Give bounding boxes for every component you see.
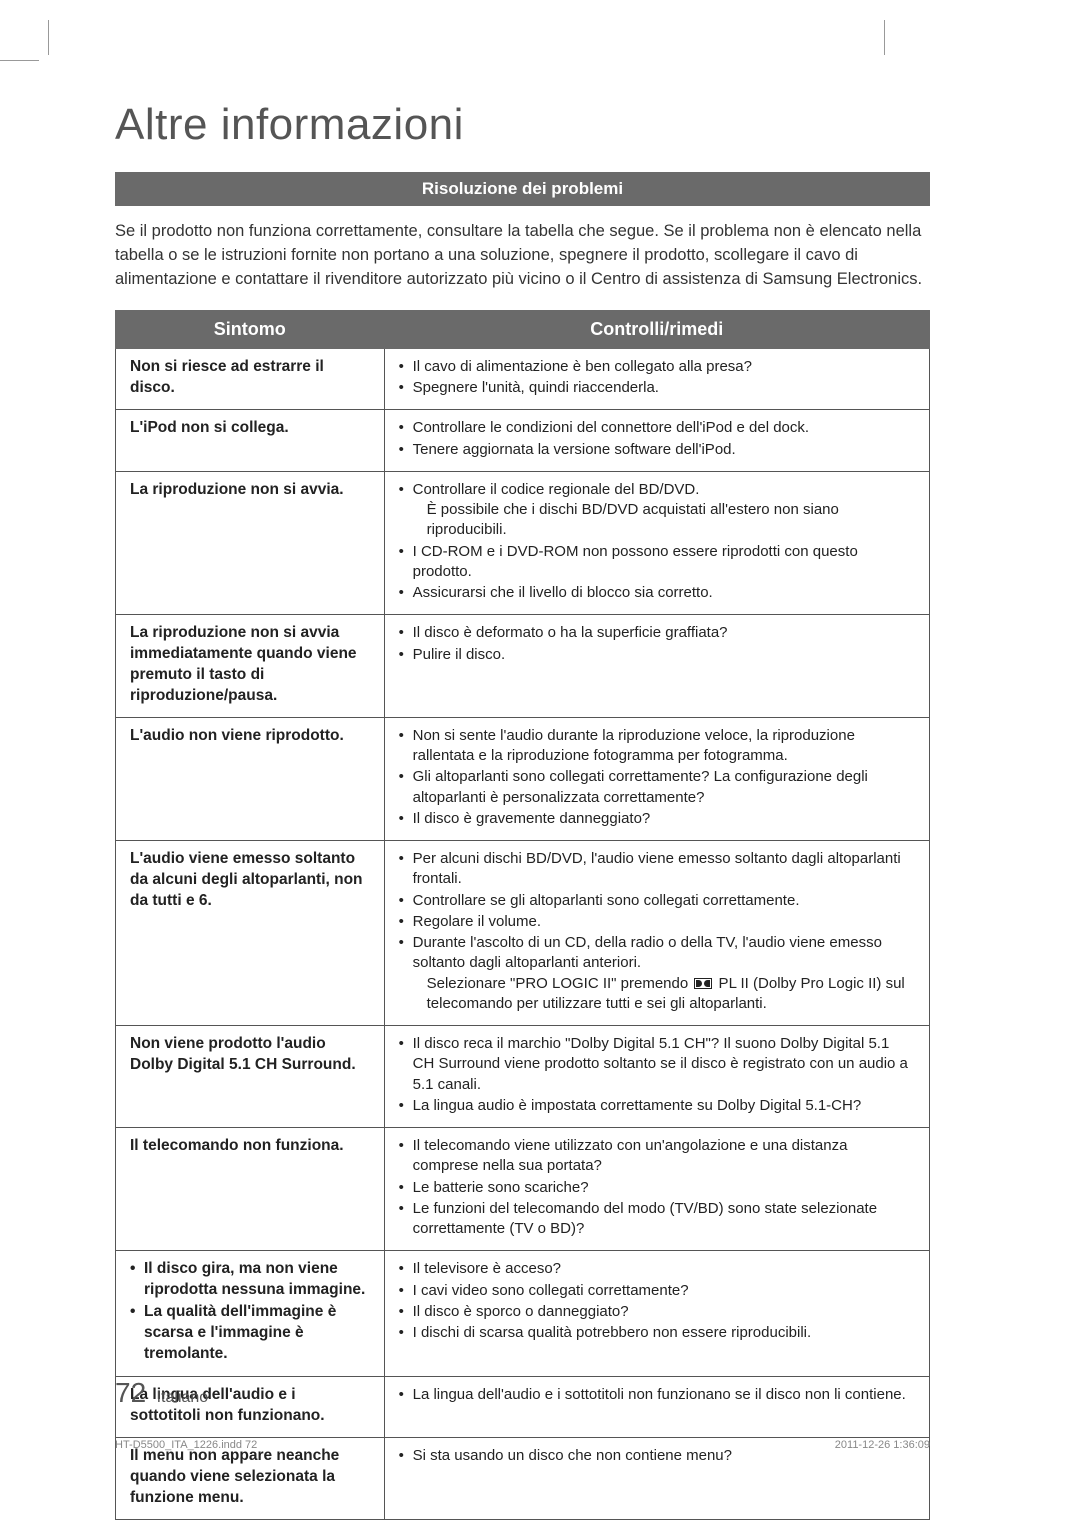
remedy-list: Il televisore è acceso?I cavi video sono… [399, 1259, 915, 1343]
remedy-item: Assicurarsi che il livello di blocco sia… [399, 583, 915, 603]
print-metadata: HT-D5500_ITA_1226.indd 72 2011-12-26 1:3… [115, 1439, 930, 1451]
symptom-cell: Il telecomando non funziona. [116, 1128, 385, 1251]
symptom-cell: La riproduzione non si avvia immediatame… [116, 615, 385, 718]
section-header: Risoluzione dei problemi [115, 172, 930, 206]
symptom-list: Il disco gira, ma non viene riprodotta n… [130, 1259, 370, 1365]
remedy-item: Controllare il codice regionale del BD/D… [399, 480, 915, 541]
table-row: L'iPod non si collega. Controllare le con… [116, 410, 930, 472]
remedy-item: Il disco è sporco o danneggiato? [399, 1302, 915, 1322]
remedy-item: Controllare le condizioni del connettore… [399, 418, 915, 438]
remedy-subline: È possibile che i dischi BD/DVD acquista… [413, 500, 915, 541]
table-row: Non si riesce ad estrarre il disco. Il ca… [116, 348, 930, 410]
remedy-item: Il disco reca il marchio "Dolby Digital … [399, 1034, 915, 1095]
troubleshoot-table: Sintomo Controlli/rimedi Non si riesce a… [115, 310, 930, 1520]
page-content: Altre informazioni Risoluzione dei probl… [0, 40, 1080, 1520]
symptom-cell: Il disco gira, ma non viene riprodotta n… [116, 1251, 385, 1377]
remedy-cell: Il televisore è acceso?I cavi video sono… [384, 1251, 929, 1377]
print-timestamp: 2011-12-26 1:36:09 [835, 1439, 930, 1451]
symptom-cell: Non si riesce ad estrarre il disco. [116, 348, 385, 410]
table-row: Il telecomando non funziona. Il telecoman… [116, 1128, 930, 1251]
remedy-subline: Selezionare "PRO LOGIC II" premendo PL I… [413, 974, 915, 1015]
remedy-item: Durante l'ascolto di un CD, della radio … [399, 933, 915, 1014]
remedy-list: Il telecomando viene utilizzato con un'a… [399, 1136, 915, 1239]
remedy-item: Il telecomando viene utilizzato con un'a… [399, 1136, 915, 1177]
remedy-cell: Il disco è deformato o ha la superficie … [384, 615, 929, 718]
page-footer: 72 Italiano [115, 1377, 930, 1409]
table-body: Non si riesce ad estrarre il disco. Il ca… [116, 348, 930, 1519]
remedy-item: Tenere aggiornata la versione software d… [399, 440, 915, 460]
remedy-item: I CD-ROM e i DVD-ROM non possono essere … [399, 542, 915, 583]
remedy-item: Il disco è deformato o ha la superficie … [399, 623, 915, 643]
print-file: HT-D5500_ITA_1226.indd 72 [115, 1439, 257, 1451]
remedy-cell: Il cavo di alimentazione è ben collegato… [384, 348, 929, 410]
table-header-row: Sintomo Controlli/rimedi [116, 310, 930, 348]
remedy-item: Regolare il volume. [399, 912, 915, 932]
remedy-list: Il disco è deformato o ha la superficie … [399, 623, 915, 665]
document-page: Altre informazioni Risoluzione dei probl… [0, 0, 1080, 1479]
remedy-item: Le funzioni del telecomando del modo (TV… [399, 1199, 915, 1240]
crop-mark [48, 20, 64, 55]
symptom-cell: L'iPod non si collega. [116, 410, 385, 472]
table-row: La riproduzione non si avvia.Controllare… [116, 471, 930, 615]
table-row: L'audio non viene riprodotto. Non si sent… [116, 717, 930, 840]
page-number: 72 [115, 1377, 146, 1408]
page-title: Altre informazioni [115, 100, 930, 150]
symptom-cell: L'audio viene emesso soltanto da alcuni … [116, 841, 385, 1026]
table-row: La riproduzione non si avvia immediatame… [116, 615, 930, 718]
remedy-item: I cavi video sono collegati correttament… [399, 1281, 915, 1301]
table-row: L'audio viene emesso soltanto da alcuni … [116, 841, 930, 1026]
table-row: Il disco gira, ma non viene riprodotta n… [116, 1251, 930, 1377]
symptom-item: La qualità dell'immagine è scarsa e l'im… [130, 1302, 370, 1365]
remedy-item: I dischi di scarsa qualità potrebbero no… [399, 1323, 915, 1343]
remedy-list: Il disco reca il marchio "Dolby Digital … [399, 1034, 915, 1116]
remedy-item: Il televisore è acceso? [399, 1259, 915, 1279]
remedy-list: Il cavo di alimentazione è ben collegato… [399, 357, 915, 399]
remedy-cell: Controllare le condizioni del connettore… [384, 410, 929, 472]
col-header-symptom: Sintomo [116, 310, 385, 348]
remedy-list: Controllare le condizioni del connettore… [399, 418, 915, 460]
crop-mark [884, 20, 900, 55]
remedy-item: Spegnere l'unità, quindi riaccenderla. [399, 378, 915, 398]
col-header-remedy: Controlli/rimedi [384, 310, 929, 348]
remedy-item: Le batterie sono scariche? [399, 1178, 915, 1198]
remedy-item: Il cavo di alimentazione è ben collegato… [399, 357, 915, 377]
remedy-list: Non si sente l'audio durante la riproduz… [399, 726, 915, 829]
remedy-item: Controllare se gli altoparlanti sono col… [399, 891, 915, 911]
remedy-list: Controllare il codice regionale del BD/D… [399, 480, 915, 604]
remedy-list: Per alcuni dischi BD/DVD, l'audio viene … [399, 849, 915, 1014]
table-row: Non viene prodotto l'audio Dolby Digital… [116, 1026, 930, 1128]
remedy-cell: Controllare il codice regionale del BD/D… [384, 471, 929, 615]
remedy-item: Gli altoparlanti sono collegati corretta… [399, 767, 915, 808]
remedy-item: Non si sente l'audio durante la riproduz… [399, 726, 915, 767]
remedy-cell: Per alcuni dischi BD/DVD, l'audio viene … [384, 841, 929, 1026]
remedy-item: Per alcuni dischi BD/DVD, l'audio viene … [399, 849, 915, 890]
remedy-cell: Il telecomando viene utilizzato con un'a… [384, 1128, 929, 1251]
symptom-cell: Non viene prodotto l'audio Dolby Digital… [116, 1026, 385, 1128]
remedy-cell: Il disco reca il marchio "Dolby Digital … [384, 1026, 929, 1128]
symptom-cell: L'audio non viene riprodotto. [116, 717, 385, 840]
dolby-icon [694, 978, 712, 989]
remedy-item: Pulire il disco. [399, 645, 915, 665]
symptom-cell: La riproduzione non si avvia. [116, 471, 385, 615]
remedy-item: La lingua audio è impostata correttament… [399, 1096, 915, 1116]
page-language: Italiano [157, 1389, 209, 1406]
symptom-item: Il disco gira, ma non viene riprodotta n… [130, 1259, 370, 1301]
intro-paragraph: Se il prodotto non funziona correttament… [115, 220, 930, 292]
remedy-item: Il disco è gravemente danneggiato? [399, 809, 915, 829]
remedy-cell: Non si sente l'audio durante la riproduz… [384, 717, 929, 840]
